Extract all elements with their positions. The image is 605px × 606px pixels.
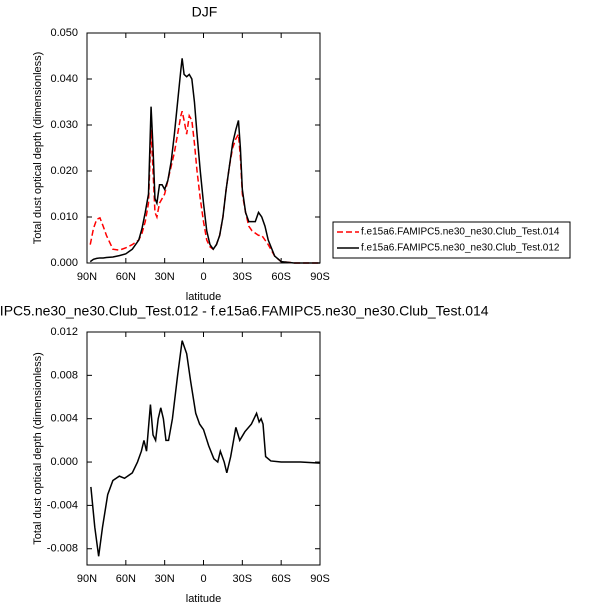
x-tick-label: 90S <box>310 271 330 283</box>
x-tick-label: 30S <box>233 573 253 585</box>
x-tick-label: 60S <box>271 271 291 283</box>
chart-title: DJF <box>192 4 218 20</box>
x-tick-label: 60N <box>116 271 136 283</box>
x-tick-label: 0 <box>200 573 206 585</box>
x-axis-label: latitude <box>186 291 221 303</box>
x-tick-label: 30N <box>155 271 175 283</box>
y-tick-label: -0.004 <box>47 499 78 511</box>
y-axis-label: Total dust optical depth (dimensionless) <box>32 352 44 545</box>
y-tick-label: 0.000 <box>50 257 78 269</box>
y-tick-label: 0.030 <box>50 119 78 131</box>
legend-label: f.e15a6.FAMIPC5.ne30_ne30.Club_Test.012 <box>361 243 560 254</box>
data-line <box>89 110 320 264</box>
x-tick-label: 0 <box>200 271 206 283</box>
legend-label: f.e15a6.FAMIPC5.ne30_ne30.Club_Test.014 <box>361 227 560 238</box>
data-line <box>89 58 320 264</box>
x-tick-label: 90S <box>310 573 330 585</box>
y-tick-label: 0.010 <box>50 211 78 223</box>
x-tick-label: 60S <box>271 573 291 585</box>
y-tick-label: 0.040 <box>50 73 78 85</box>
y-tick-label: 0.000 <box>50 456 78 468</box>
y-tick-label: 0.012 <box>50 326 78 338</box>
y-tick-label: 0.008 <box>50 369 78 381</box>
y-tick-label: 0.004 <box>50 413 78 425</box>
x-tick-label: 30N <box>155 573 175 585</box>
x-tick-label: 90N <box>77 271 97 283</box>
x-tick-label: 90N <box>77 573 97 585</box>
data-line <box>90 340 321 557</box>
y-tick-label: 0.020 <box>50 165 78 177</box>
x-tick-label: 30S <box>233 271 253 283</box>
legend-box <box>332 221 571 259</box>
x-tick-label: 60N <box>116 573 136 585</box>
plot-frame <box>86 32 321 264</box>
y-tick-label: -0.008 <box>47 543 78 555</box>
x-axis-label: latitude <box>186 593 221 605</box>
plot-frame <box>86 331 321 566</box>
y-axis-label: Total dust optical depth (dimensionless) <box>32 52 44 245</box>
chart-title: f.e15a6.FAMIPC5.ne30_ne30.Club_Test.012 … <box>0 303 489 319</box>
y-tick-label: 0.050 <box>50 27 78 39</box>
